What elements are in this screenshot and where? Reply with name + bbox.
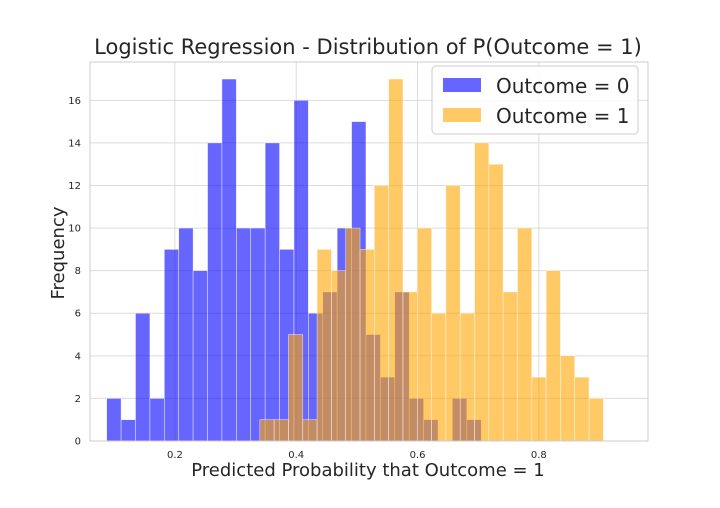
bars <box>106 78 604 442</box>
histogram-bar <box>588 398 604 442</box>
histogram-bar <box>474 142 490 442</box>
legend-label-outcome-0: Outcome = 0 <box>496 74 629 98</box>
histogram-bar <box>163 249 180 442</box>
y-tick-label: 8 <box>75 266 81 277</box>
y-tick-label: 12 <box>68 181 81 192</box>
histogram-bar <box>207 142 223 442</box>
histogram-bar <box>560 355 576 442</box>
x-tick-label: 0.6 <box>410 450 426 461</box>
histogram-bar <box>106 398 122 442</box>
y-axis-label: Frequency <box>48 206 69 299</box>
histogram-bar <box>149 398 165 442</box>
histogram-bar <box>388 78 404 442</box>
histogram-bar <box>402 291 418 442</box>
y-tick-label: 14 <box>68 138 81 149</box>
legend-swatch-outcome-0 <box>443 78 481 92</box>
histogram-bar <box>192 270 208 442</box>
histogram-bar <box>431 312 447 442</box>
histogram-bar <box>531 376 547 442</box>
plot-frame <box>89 61 649 442</box>
histogram-bar <box>459 312 475 442</box>
histogram-bar <box>374 185 389 442</box>
histogram-bar <box>302 419 318 442</box>
x-tick-label: 0.4 <box>288 450 304 461</box>
histogram-bar <box>250 227 266 442</box>
histogram-bar <box>264 142 280 442</box>
histogram-bar <box>135 312 151 442</box>
y-axis-ticks: 0 2 4 6 8 10 12 14 16 <box>68 96 81 448</box>
x-axis-ticks: 0.2 0.4 0.6 0.8 <box>167 450 547 461</box>
histogram-bar <box>331 270 347 442</box>
histogram-bar <box>236 227 252 442</box>
histogram-bar <box>359 249 375 442</box>
histogram-bar <box>416 227 432 442</box>
y-tick-label: 0 <box>75 437 81 448</box>
chart-title: Logistic Regression - Distribution of P(… <box>94 35 642 59</box>
legend-label-outcome-1: Outcome = 1 <box>496 104 629 128</box>
legend-box <box>431 65 639 135</box>
y-tick-label: 10 <box>68 224 81 235</box>
histogram-bar <box>259 419 275 442</box>
histogram-bar <box>288 334 304 442</box>
y-tick-label: 2 <box>75 394 81 405</box>
histogram-bar <box>120 419 136 442</box>
histogram-bar <box>178 227 194 442</box>
histogram-bar <box>221 78 237 442</box>
histogram-bar <box>545 270 561 442</box>
histogram-bar <box>273 419 289 442</box>
y-tick-label: 4 <box>75 351 81 362</box>
histogram-bar <box>502 291 518 442</box>
x-axis-label: Predicted Probability that Outcome = 1 <box>191 460 545 481</box>
y-tick-label: 16 <box>68 96 81 107</box>
histogram-bar <box>316 249 332 442</box>
x-tick-label: 0.8 <box>531 450 547 461</box>
legend-swatch-outcome-1 <box>443 108 481 122</box>
y-tick-label: 6 <box>75 309 81 320</box>
histogram-bar <box>445 185 461 442</box>
legend: Outcome = 0 Outcome = 1 <box>431 65 639 135</box>
histogram-bar <box>345 227 361 442</box>
histogram-bar <box>574 376 590 442</box>
histogram-bar <box>517 227 533 442</box>
histogram-bar <box>488 163 504 442</box>
series-outcome-1 <box>259 78 604 442</box>
x-tick-label: 0.2 <box>167 450 183 461</box>
